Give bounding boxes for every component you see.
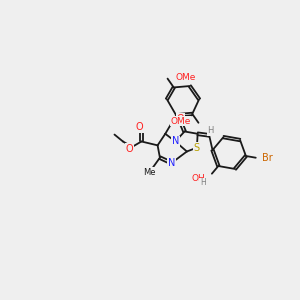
Text: H: H <box>208 126 214 135</box>
Text: H: H <box>200 178 206 188</box>
Text: O: O <box>125 144 133 154</box>
Text: OMe: OMe <box>175 73 196 82</box>
Text: Br: Br <box>262 153 273 163</box>
Text: Me: Me <box>143 168 155 177</box>
Text: S: S <box>194 143 200 153</box>
Text: O: O <box>177 114 184 124</box>
Text: OMe: OMe <box>170 117 191 126</box>
Text: OH: OH <box>192 174 206 183</box>
Text: N: N <box>172 136 179 146</box>
Text: O: O <box>135 122 143 132</box>
Text: N: N <box>168 158 175 168</box>
